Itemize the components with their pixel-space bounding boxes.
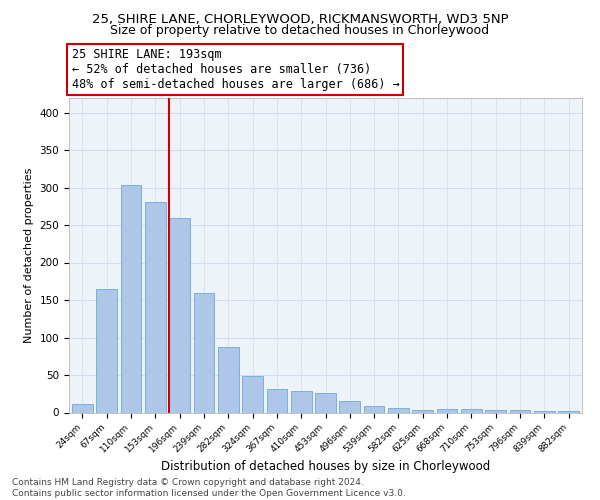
Bar xyxy=(72,404,93,412)
Bar xyxy=(145,202,166,412)
Bar xyxy=(558,411,579,412)
Bar xyxy=(340,401,360,412)
Bar xyxy=(412,410,433,412)
Bar xyxy=(461,409,482,412)
Bar xyxy=(242,376,263,412)
Bar xyxy=(534,411,554,412)
Bar xyxy=(266,388,287,412)
Bar xyxy=(194,292,214,412)
Bar xyxy=(509,410,530,412)
Text: 25 SHIRE LANE: 193sqm
← 52% of detached houses are smaller (736)
48% of semi-det: 25 SHIRE LANE: 193sqm ← 52% of detached … xyxy=(71,48,400,91)
Bar xyxy=(315,393,336,412)
Bar xyxy=(291,391,311,412)
Bar xyxy=(485,410,506,412)
X-axis label: Distribution of detached houses by size in Chorleywood: Distribution of detached houses by size … xyxy=(161,460,490,473)
Bar xyxy=(121,185,142,412)
Bar xyxy=(364,406,385,412)
Bar xyxy=(169,218,190,412)
Text: Size of property relative to detached houses in Chorleywood: Size of property relative to detached ho… xyxy=(110,24,490,37)
Y-axis label: Number of detached properties: Number of detached properties xyxy=(24,168,34,342)
Bar xyxy=(218,346,239,412)
Bar xyxy=(388,408,409,412)
Text: Contains HM Land Registry data © Crown copyright and database right 2024.
Contai: Contains HM Land Registry data © Crown c… xyxy=(12,478,406,498)
Bar xyxy=(97,289,117,412)
Text: 25, SHIRE LANE, CHORLEYWOOD, RICKMANSWORTH, WD3 5NP: 25, SHIRE LANE, CHORLEYWOOD, RICKMANSWOR… xyxy=(92,12,508,26)
Bar xyxy=(437,409,457,412)
